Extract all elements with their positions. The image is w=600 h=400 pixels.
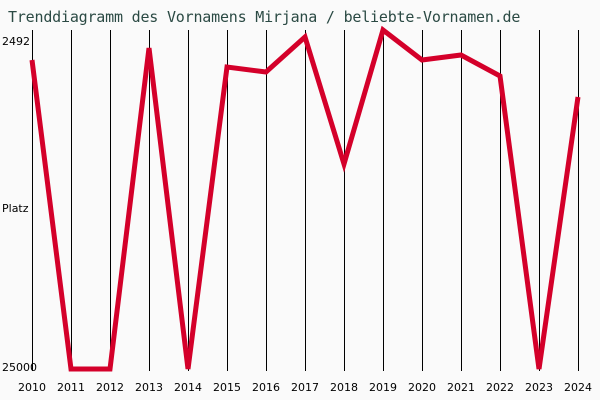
x-tick-2014: 2014 bbox=[174, 381, 202, 394]
x-tick-2021: 2021 bbox=[447, 381, 475, 394]
x-tick-2019: 2019 bbox=[369, 381, 397, 394]
x-tick-2022: 2022 bbox=[486, 381, 514, 394]
y-axis-label: Platz bbox=[2, 202, 29, 215]
x-tick-2011: 2011 bbox=[57, 381, 85, 394]
x-tick-2023: 2023 bbox=[525, 381, 553, 394]
x-tick-2016: 2016 bbox=[252, 381, 280, 394]
y-tick-bottom: 25000 bbox=[2, 361, 37, 374]
x-tick-2020: 2020 bbox=[408, 381, 436, 394]
x-tick-2018: 2018 bbox=[330, 381, 358, 394]
chart-title: Trenddiagramm des Vornamens Mirjana / be… bbox=[8, 8, 521, 26]
x-tick-2012: 2012 bbox=[96, 381, 124, 394]
x-tick-2015: 2015 bbox=[213, 381, 241, 394]
x-tick-2017: 2017 bbox=[291, 381, 319, 394]
x-tick-2024: 2024 bbox=[564, 381, 592, 394]
series-line-mirjana bbox=[29, 25, 581, 372]
x-tick-2010: 2010 bbox=[18, 381, 46, 394]
y-tick-top: 2492 bbox=[2, 35, 30, 48]
x-tick-2013: 2013 bbox=[135, 381, 163, 394]
